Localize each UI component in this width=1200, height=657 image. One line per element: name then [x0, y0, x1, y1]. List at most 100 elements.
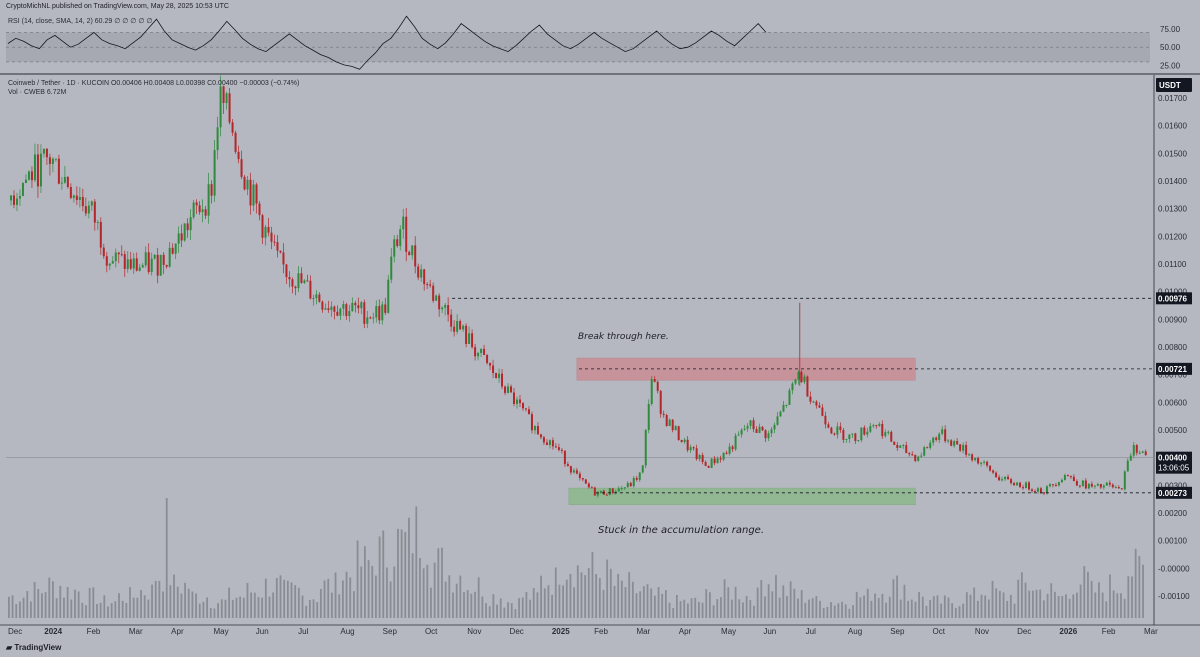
volume-bar [349, 577, 352, 618]
candle-body [1063, 475, 1066, 480]
candle-body [249, 179, 252, 206]
volume-bar [866, 588, 869, 618]
volume-bar [925, 605, 928, 618]
volume-bar [874, 593, 876, 618]
volume-bar [22, 597, 25, 618]
volume-bar [158, 580, 161, 618]
volume-bar [422, 568, 425, 618]
candle-body [285, 264, 288, 278]
rsi-panel: 75.00 50.00 25.00 [0, 15, 1200, 75]
volume-bar [162, 591, 164, 618]
volume-bar [11, 595, 14, 618]
candle-body [797, 371, 800, 380]
candle-body [210, 184, 213, 196]
candle-body [782, 404, 785, 412]
candle-body [150, 258, 153, 273]
candle-body [779, 411, 782, 417]
candle-body [869, 426, 872, 432]
volume-bar [705, 589, 708, 618]
candle-body [405, 216, 408, 252]
volume-bar [319, 588, 322, 618]
candle-body [1105, 482, 1108, 486]
candle-body [527, 409, 530, 415]
candle-body [524, 408, 527, 410]
volume-bar [1120, 593, 1122, 618]
candle-body [566, 464, 569, 467]
volume-bar [965, 592, 968, 618]
candle-body [81, 196, 84, 207]
volume-bar [1112, 590, 1115, 618]
candle-body [213, 150, 216, 196]
volume-bar [455, 583, 458, 618]
candle-body [1144, 451, 1147, 455]
candle-body [593, 487, 596, 496]
candle-body [902, 445, 905, 447]
candle-body [800, 371, 803, 383]
candle-body [638, 472, 641, 480]
candle-body [677, 426, 680, 440]
volume-bar [1138, 555, 1141, 618]
volume-bar [220, 599, 223, 618]
time-tick-label: Mar [129, 627, 143, 636]
candle-body [1129, 455, 1132, 461]
candle-body [851, 433, 854, 435]
candle-body [1066, 475, 1069, 477]
volume-bar [731, 599, 733, 618]
time-tick-label: Nov [975, 627, 989, 636]
time-tick-label: Aug [340, 627, 354, 636]
rsi-line [7, 15, 767, 70]
candle-body [605, 494, 608, 496]
badge-level-low-bg [1156, 486, 1192, 499]
volume-bar [951, 603, 954, 618]
badge-level-high: 0.00976 [1158, 294, 1187, 303]
price-tick-label: 0.00100 [1158, 537, 1187, 546]
price-axis: 0.01700 0.01600 0.01500 0.01400 0.01300 0.012… [1156, 78, 1192, 601]
candle-body [536, 426, 539, 435]
candle-body [806, 376, 809, 397]
candle-body [848, 434, 851, 439]
volume-bar [782, 585, 785, 618]
candle-body [578, 473, 581, 479]
candle-body [318, 294, 321, 302]
volume-bar [808, 599, 810, 618]
candle-body [656, 381, 659, 391]
candle-body [276, 242, 279, 251]
volume-bar [397, 528, 399, 618]
candle-body [450, 314, 453, 327]
candle-body [30, 171, 33, 181]
volume-bar [650, 588, 653, 618]
candle-body [1117, 487, 1120, 489]
candle-body [713, 458, 716, 464]
volume-bar [184, 582, 186, 618]
candle-body [471, 333, 474, 348]
candle-body [542, 437, 545, 443]
candle-body [1007, 476, 1010, 480]
candle-body [396, 239, 399, 247]
candle-body [617, 488, 620, 492]
volume-bar [99, 602, 102, 618]
volume-bar [896, 575, 898, 618]
candle-body [156, 254, 159, 276]
time-tick-label: Feb [594, 627, 608, 636]
volume-bar [646, 584, 649, 618]
volume-bar [253, 592, 256, 618]
time-tick-label: Mar [1144, 627, 1158, 636]
volume-bar [943, 595, 946, 618]
volume-bar [308, 599, 311, 618]
volume-bar [228, 587, 231, 618]
volume-bar [591, 551, 594, 618]
volume-bar [738, 599, 741, 618]
candle-body [824, 415, 827, 425]
candle-body [309, 280, 312, 299]
volume-bar [720, 597, 722, 618]
candle-body [557, 447, 560, 450]
candle-body [96, 221, 99, 223]
volume-bar [962, 603, 965, 618]
time-axis: Dec 2024 Feb Mar Apr May Jun Jul Aug Sep Oct Nov Dec… [8, 627, 1158, 636]
candle-body [1090, 483, 1093, 487]
candle-body [968, 454, 971, 456]
volume-bar [910, 599, 913, 618]
price-tick-label: 0.01300 [1158, 205, 1187, 214]
